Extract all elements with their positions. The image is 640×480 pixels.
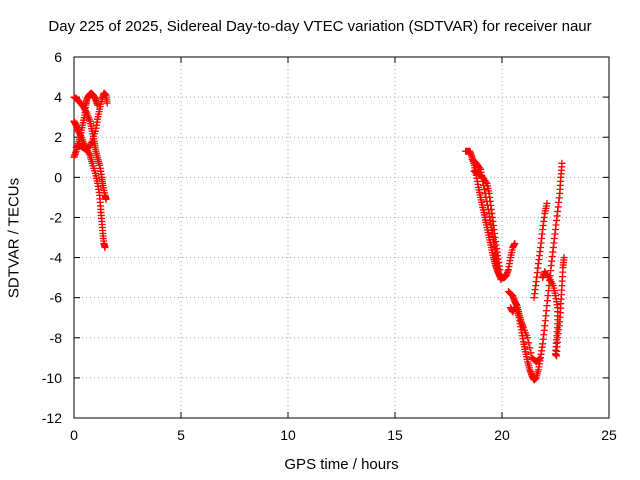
x-axis-label: GPS time / hours — [284, 456, 399, 473]
series-late-track-g — [539, 254, 568, 360]
data-point — [80, 105, 88, 113]
data-point — [560, 254, 568, 262]
data-point — [87, 139, 95, 147]
data-point — [527, 349, 535, 357]
data-point — [82, 108, 90, 116]
y-tick-label: -2 — [50, 209, 63, 225]
data-point — [80, 103, 88, 111]
data-point — [537, 354, 545, 362]
data-point — [102, 195, 110, 203]
series-late-track-f — [530, 199, 551, 302]
series-late-track-e — [504, 288, 545, 366]
y-tick-label: -12 — [42, 410, 62, 426]
data-point — [558, 159, 566, 167]
x-tick-label: 5 — [177, 427, 185, 443]
data-point — [101, 244, 109, 252]
y-tick-label: 4 — [54, 89, 62, 105]
x-tick-label: 15 — [387, 427, 403, 443]
y-tick-label: 6 — [54, 49, 62, 65]
y-tick-label: -10 — [42, 370, 62, 386]
data-point — [482, 178, 490, 186]
chart-title: Day 225 of 2025, Sidereal Day-to-day VTE… — [48, 18, 592, 35]
y-axis-label: SDTVAR / TECUs — [5, 177, 23, 299]
data-point — [103, 99, 111, 107]
x-tick-label: 10 — [280, 427, 296, 443]
data-point — [511, 240, 519, 248]
x-tick-label: 0 — [70, 427, 78, 443]
x-tick-label: 25 — [601, 427, 617, 443]
data-point — [85, 143, 93, 151]
x-tick-label: 20 — [494, 427, 510, 443]
y-tick-label: -4 — [50, 250, 63, 266]
grid-lines — [74, 57, 609, 418]
data-point — [543, 199, 551, 207]
data-point — [497, 276, 505, 284]
data-point — [535, 355, 543, 363]
y-tick-label: -6 — [50, 290, 63, 306]
data-point — [496, 266, 504, 274]
series-late-track-b — [468, 155, 505, 284]
data-point — [81, 106, 89, 114]
data-point — [476, 164, 484, 172]
data-point — [544, 272, 552, 280]
data-point — [480, 185, 488, 193]
y-tick-label: 2 — [54, 129, 62, 145]
data-point — [526, 344, 534, 352]
data-point — [87, 140, 95, 148]
series-early-track-d — [72, 89, 111, 153]
y-tick-label: 0 — [54, 169, 62, 185]
series-late-track-d — [507, 159, 566, 384]
series-late-track-c — [470, 167, 504, 274]
data-point — [86, 142, 94, 150]
data-point — [85, 150, 93, 158]
data-point — [525, 339, 533, 347]
plot-frame — [73, 56, 610, 419]
y-tick-label: -8 — [50, 330, 63, 346]
data-point — [524, 334, 532, 342]
data-markers — [70, 89, 568, 384]
